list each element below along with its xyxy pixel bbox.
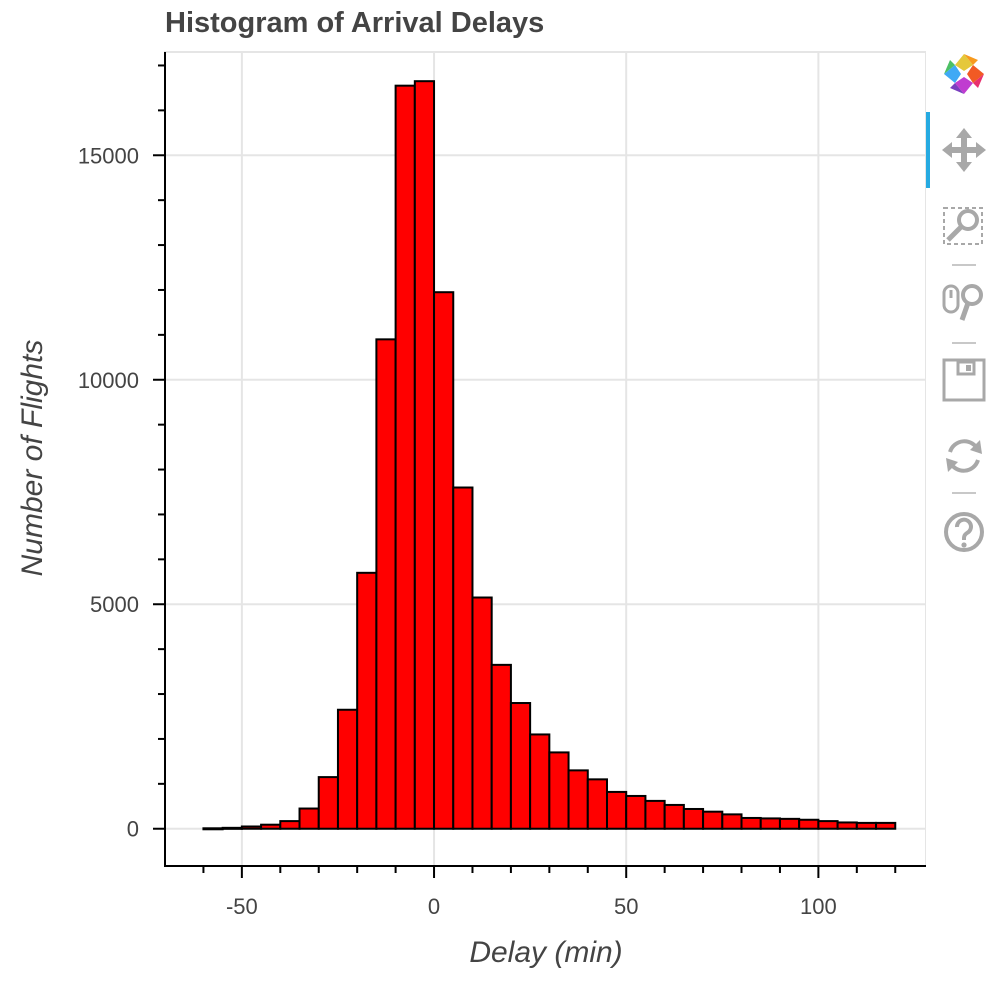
histogram-bar [240, 825, 263, 830]
active-tool-indicator [926, 112, 930, 188]
histogram-bar [509, 702, 532, 830]
histogram-bar [260, 823, 282, 830]
tick-labels: -50 0 50 100 0 5000 10000 15000 [78, 143, 837, 919]
pan-icon[interactable] [940, 126, 988, 174]
y-tick-label: 10000 [78, 368, 139, 393]
y-tick-label: 15000 [78, 143, 139, 168]
toolbar [926, 40, 1006, 600]
histogram-bar [586, 778, 608, 830]
x-tick-label: -50 [226, 894, 258, 919]
histogram-bar [202, 827, 224, 831]
y-tick-label: 0 [127, 817, 139, 842]
histogram-bar [740, 816, 762, 830]
histogram-bar [682, 807, 705, 830]
histogram-bar [298, 807, 320, 830]
histogram-bar [529, 733, 551, 830]
histogram-bar [452, 486, 474, 830]
y-tick-label: 5000 [90, 592, 139, 617]
toolbar-separator [952, 264, 976, 266]
axes [153, 52, 926, 878]
help-icon[interactable] [940, 508, 988, 556]
histogram-bar [548, 751, 570, 830]
toolbar-separator [952, 492, 976, 494]
histogram-bar [702, 810, 724, 830]
histogram-bar [490, 663, 512, 830]
histogram-bar [221, 826, 243, 830]
histogram-bar [433, 291, 455, 830]
box-zoom-icon[interactable] [940, 202, 988, 250]
x-tick-label: 50 [614, 894, 638, 919]
histogram-bar [875, 821, 897, 830]
histogram-bar [855, 821, 878, 830]
bokeh-logo-icon[interactable] [940, 50, 988, 98]
histogram-bar [759, 817, 781, 830]
histogram-bar [413, 80, 436, 830]
histogram-bars [202, 80, 897, 831]
histogram-bar [317, 776, 339, 830]
histogram-chart: -50 0 50 100 0 5000 10000 15000 Histogram of Ar… [16, 7, 926, 969]
histogram-bar [798, 818, 820, 830]
histogram-bar [836, 821, 858, 830]
histogram-bar [721, 813, 743, 830]
histogram-bar [644, 799, 666, 830]
histogram-bar [356, 571, 378, 830]
histogram-bar [471, 596, 493, 830]
wheel-zoom-icon[interactable] [940, 278, 988, 326]
histogram-bar [375, 338, 397, 830]
y-axis-label: Number of Flights [16, 340, 49, 577]
chart-title: Histogram of Arrival Delays [165, 7, 544, 39]
histogram-bar [394, 84, 416, 830]
x-tick-label: 0 [428, 894, 440, 919]
toolbar-separator [952, 342, 976, 344]
histogram-bar [663, 803, 685, 830]
histogram-bar [625, 794, 647, 830]
x-axis-label: Delay (min) [469, 936, 622, 969]
save-icon[interactable] [940, 356, 988, 404]
histogram-bar [279, 820, 301, 830]
histogram-bar [336, 708, 359, 830]
x-tick-label: 100 [800, 894, 837, 919]
histogram-bar [605, 790, 628, 830]
reset-icon[interactable] [940, 432, 988, 480]
histogram-bar [567, 769, 589, 830]
histogram-bar [817, 820, 839, 830]
histogram-bar [778, 817, 801, 830]
